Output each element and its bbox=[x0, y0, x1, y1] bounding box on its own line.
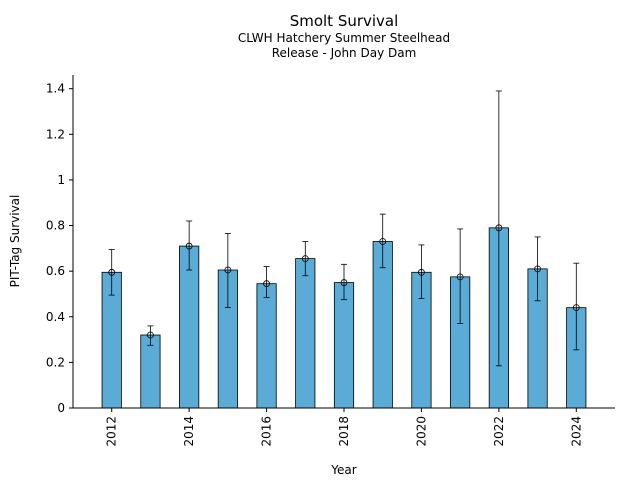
x-tick-label: 2012 bbox=[105, 416, 119, 447]
y-axis-label: PIT-Tag Survival bbox=[8, 195, 22, 288]
point-marker-2014 bbox=[185, 242, 193, 250]
bar-2018 bbox=[333, 282, 355, 409]
chart-subtitle-line-2: Release - John Day Dam bbox=[271, 46, 417, 60]
bar-2016 bbox=[256, 283, 277, 409]
axes-group: 0 0.2 0.4 0.6 0.8 1 1.2 1.4 2012 2014 2016 2018 2020… bbox=[46, 75, 615, 447]
x-tick-label: 2024 bbox=[569, 416, 583, 447]
x-tick-label: 2020 bbox=[414, 416, 428, 447]
point-marker-2016 bbox=[263, 280, 270, 288]
bars-group bbox=[101, 227, 587, 409]
x-axis-label: Year bbox=[330, 463, 356, 477]
bar-2017 bbox=[295, 258, 316, 409]
x-tick-label: 2016 bbox=[260, 416, 274, 447]
x-tick-label: 2018 bbox=[337, 416, 351, 447]
point-marker-2012 bbox=[108, 268, 116, 276]
chart-subtitle-line-1: CLWH Hatchery Summer Steelhead bbox=[237, 31, 451, 45]
y-tick-label: 0 bbox=[57, 401, 65, 415]
point-marker-2015 bbox=[224, 266, 232, 274]
error-bars-group bbox=[108, 90, 580, 367]
y-tick-label: 1.4 bbox=[46, 82, 65, 96]
x-tick-label: 2022 bbox=[492, 416, 506, 447]
point-marker-2013 bbox=[147, 331, 154, 339]
point-marker-2018 bbox=[340, 279, 348, 286]
x-tick-label: 2014 bbox=[182, 416, 196, 447]
point-marker-2019 bbox=[379, 238, 387, 245]
bar-2013 bbox=[140, 334, 161, 409]
y-tick-label: 1.2 bbox=[46, 127, 65, 141]
y-tick-label: 0.8 bbox=[46, 219, 65, 233]
y-tick-label: 0.6 bbox=[46, 264, 65, 278]
point-marker-2022 bbox=[495, 224, 503, 232]
y-tick-label: 0.2 bbox=[46, 355, 65, 369]
point-marker-2021 bbox=[456, 273, 464, 281]
point-marker-2020 bbox=[418, 268, 425, 276]
point-marker-2024 bbox=[572, 304, 580, 312]
chart-title: Smolt Survival bbox=[289, 12, 399, 30]
y-tick-label: 0.4 bbox=[46, 310, 65, 324]
point-marker-2023 bbox=[534, 265, 541, 273]
point-marker-2017 bbox=[301, 255, 309, 263]
y-tick-label: 1 bbox=[57, 173, 65, 187]
